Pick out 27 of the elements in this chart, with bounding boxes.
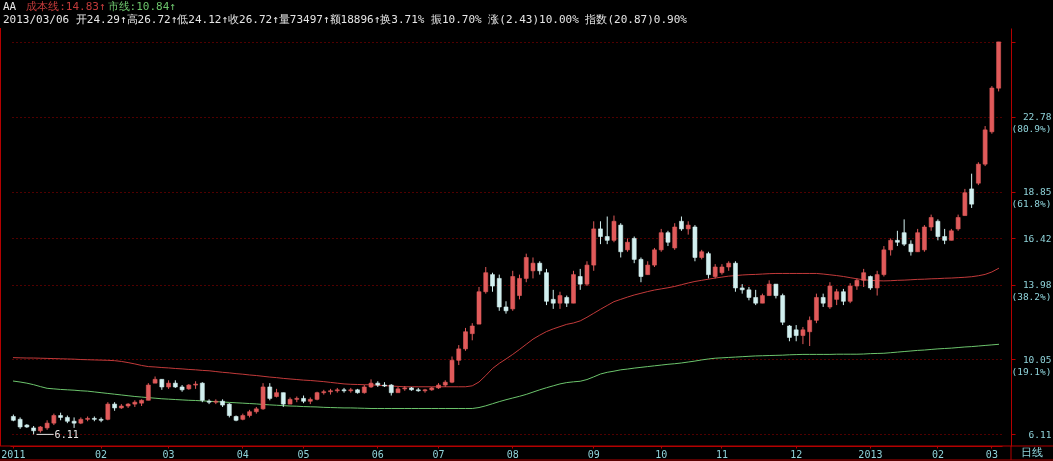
x-tick-label: 04	[236, 448, 249, 460]
x-tick-label: 2013	[858, 448, 883, 460]
text: 日线	[1021, 446, 1043, 459]
x-tick-label: 06	[371, 448, 384, 460]
chart-subtitle: 2013/03/06 开24.29↑高26.72↑低24.12↑收26.72↑量73497↑额18896↑换3.71% 振10.70% 涨(2.43)10.00% 指数(20.87)0.90%	[3, 13, 688, 26]
x-tick-label: 2011	[1, 448, 26, 460]
x-tick-label: 07	[432, 448, 445, 460]
x-tick-label: 09	[587, 448, 600, 460]
x-tick-label: 02	[931, 448, 944, 460]
text: 成本线:14.83↑	[26, 0, 106, 13]
x-tick-label: 03	[162, 448, 175, 460]
annotation: 6.11	[54, 429, 79, 441]
y-tick-label: 22.78 (80.9%)	[1011, 111, 1052, 135]
x-tick-label: 05	[297, 448, 310, 460]
y-tick-label: 13.98 (38.2%)	[1011, 279, 1052, 303]
y-tick-label: 16.42	[1022, 232, 1052, 244]
x-tick-label: 03	[985, 448, 998, 460]
y-tick-label: 18.85 (61.8%)	[1011, 186, 1052, 210]
y-tick-label: 6.11	[1028, 428, 1052, 440]
chart-title: AA	[3, 0, 17, 13]
y-tick-label: 10.05 (19.1%)	[1011, 353, 1052, 377]
x-tick-label: 02	[95, 448, 108, 460]
x-tick-label: 08	[506, 448, 519, 460]
x-tick-label: 11	[715, 448, 728, 460]
text: 市线:10.84↑	[107, 0, 176, 13]
x-tick-label: 12	[790, 448, 803, 460]
x-tick-label: 10	[655, 448, 668, 460]
